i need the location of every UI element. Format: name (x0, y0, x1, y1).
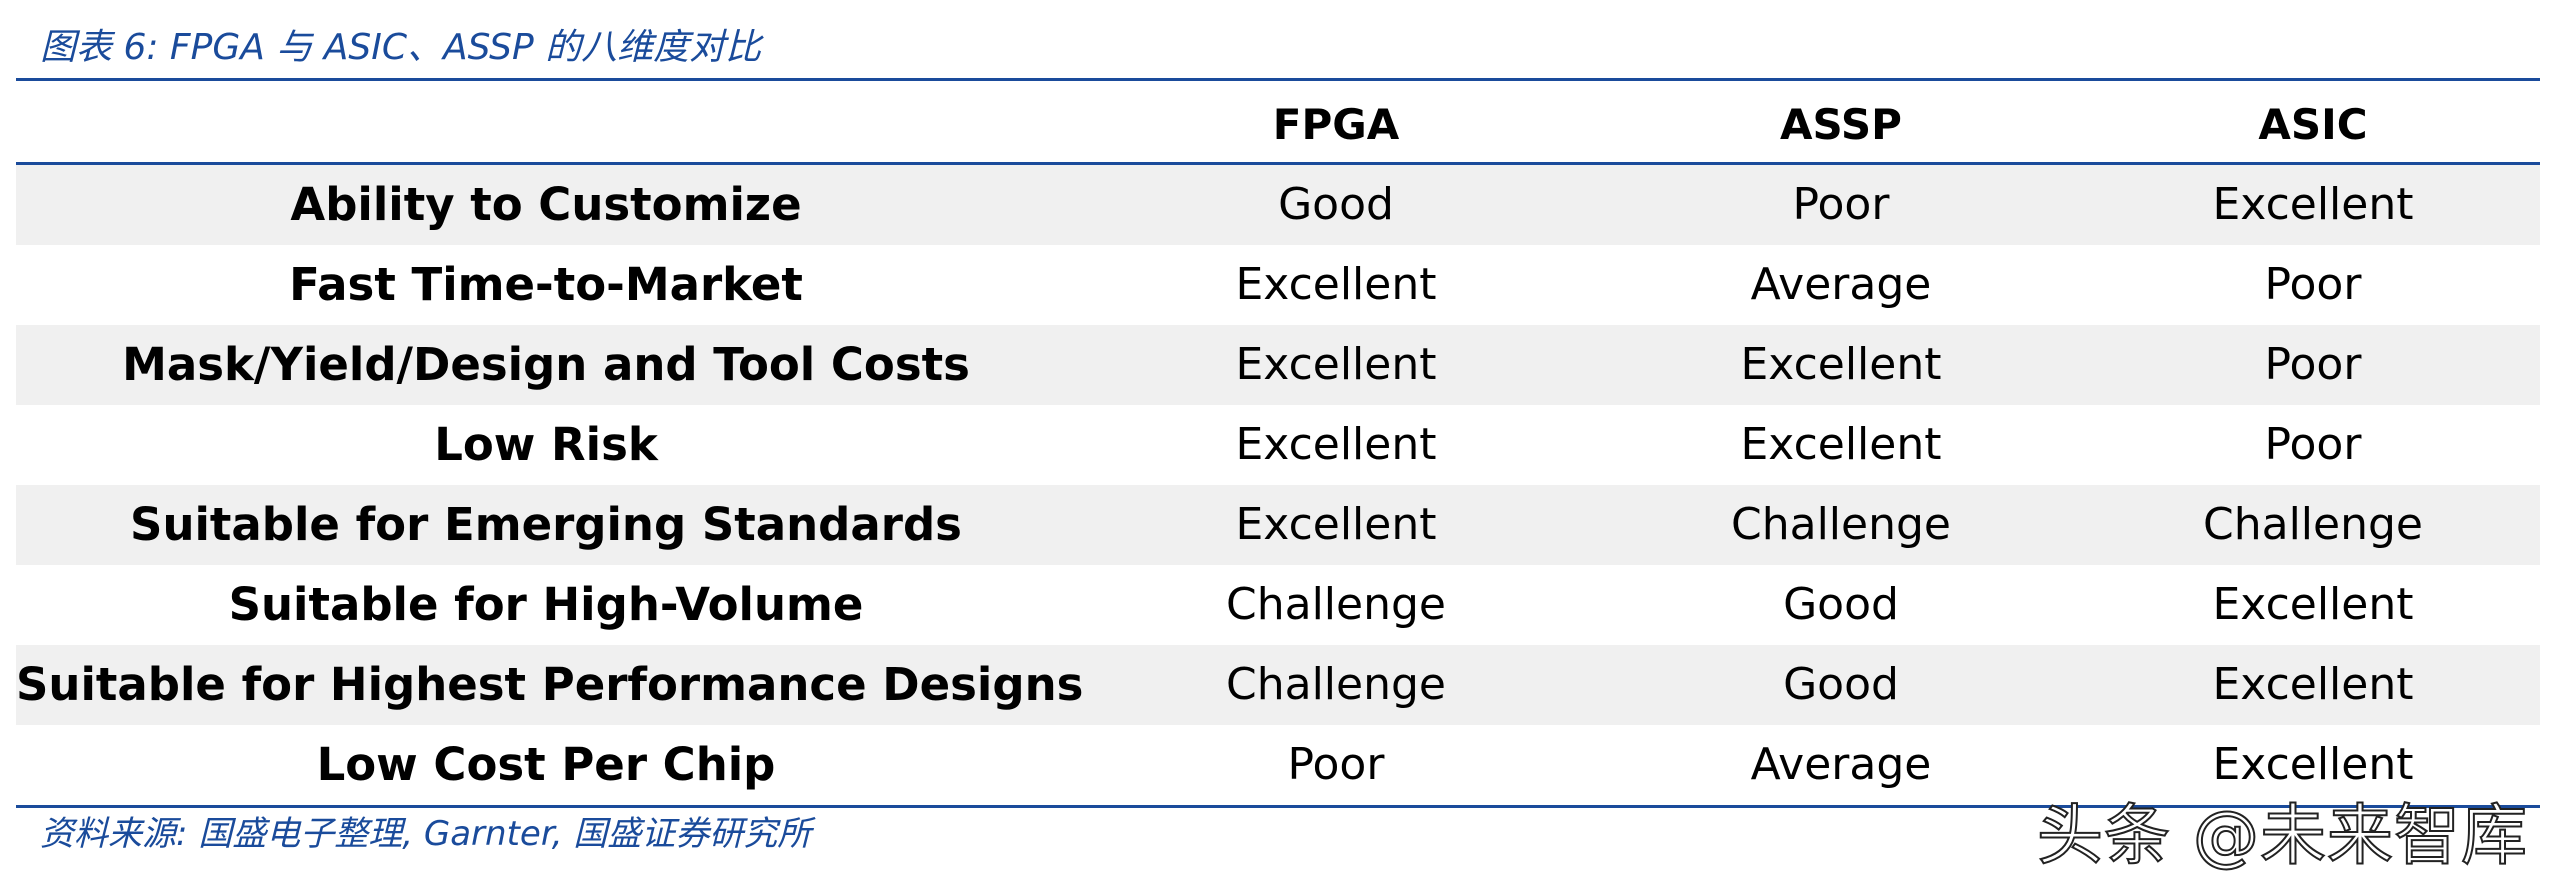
table-row: Low Risk Excellent Excellent Poor (16, 405, 2540, 485)
watermark-logo: 头条 @未来智库 (2036, 796, 2528, 875)
asic-value: Poor (2264, 419, 2362, 470)
asic-value: Excellent (2212, 739, 2414, 790)
assp-value: Poor (1792, 179, 1890, 230)
row-label: Suitable for Highest Performance Designs (16, 658, 1084, 711)
table-row: Suitable for High-Volume Challenge Good … (16, 565, 2540, 645)
assp-value: Good (1783, 579, 1899, 630)
asic-value: Excellent (2212, 179, 2414, 230)
fpga-value: Excellent (1235, 499, 1437, 550)
fpga-value: Excellent (1235, 259, 1437, 310)
fpga-value: Challenge (1226, 659, 1446, 710)
top-rule (16, 78, 2540, 81)
asic-value: Poor (2264, 339, 2362, 390)
row-label: Low Cost Per Chip (316, 738, 776, 791)
fpga-value: Poor (1287, 739, 1385, 790)
header-cell-fpga: FPGA (1272, 100, 1400, 149)
assp-value: Average (1750, 259, 1932, 310)
asic-value: Excellent (2212, 659, 2414, 710)
fpga-value: Challenge (1226, 579, 1446, 630)
asic-value: Poor (2264, 259, 2362, 310)
bottom-rule (16, 805, 2540, 808)
row-label: Suitable for High-Volume (228, 578, 864, 631)
table-row: Suitable for Emerging Standards Excellen… (16, 485, 2540, 565)
comparison-table: Ability to Customize Good Poor Excellent… (16, 165, 2540, 805)
table-row: Low Cost Per Chip Poor Average Excellent (16, 725, 2540, 805)
header-cell-assp: ASSP (1780, 100, 1902, 149)
header-cell-asic: ASIC (2258, 100, 2368, 149)
table-row: Fast Time-to-Market Excellent Average Po… (16, 245, 2540, 325)
assp-value: Good (1783, 659, 1899, 710)
fpga-value: Excellent (1235, 419, 1437, 470)
assp-value: Excellent (1740, 419, 1942, 470)
assp-value: Average (1750, 739, 1932, 790)
table-row: Ability to Customize Good Poor Excellent (16, 165, 2540, 245)
figure-title: 图表 6: FPGA 与 ASIC、ASSP 的八维度对比 (40, 27, 762, 68)
source-note: 资料来源: 国盛电子整理, Garnter, 国盛证券研究所 (40, 814, 812, 854)
assp-value: Excellent (1740, 339, 1942, 390)
header-cell-empty (16, 82, 1076, 162)
row-label: Mask/Yield/Design and Tool Costs (122, 338, 970, 391)
row-label: Fast Time-to-Market (289, 258, 803, 311)
header-rule (16, 162, 2540, 165)
fpga-value: Good (1278, 179, 1394, 230)
assp-value: Challenge (1731, 499, 1951, 550)
asic-value: Challenge (2203, 499, 2423, 550)
table-row: Suitable for Highest Performance Designs… (16, 645, 2540, 725)
fpga-value: Excellent (1235, 339, 1437, 390)
table-row: Mask/Yield/Design and Tool Costs Excelle… (16, 325, 2540, 405)
asic-value: Excellent (2212, 579, 2414, 630)
row-label: Ability to Customize (290, 178, 802, 231)
row-label: Low Risk (434, 418, 658, 471)
row-label: Suitable for Emerging Standards (130, 498, 962, 551)
table-header-row: FPGA ASSP ASIC (16, 82, 2540, 162)
